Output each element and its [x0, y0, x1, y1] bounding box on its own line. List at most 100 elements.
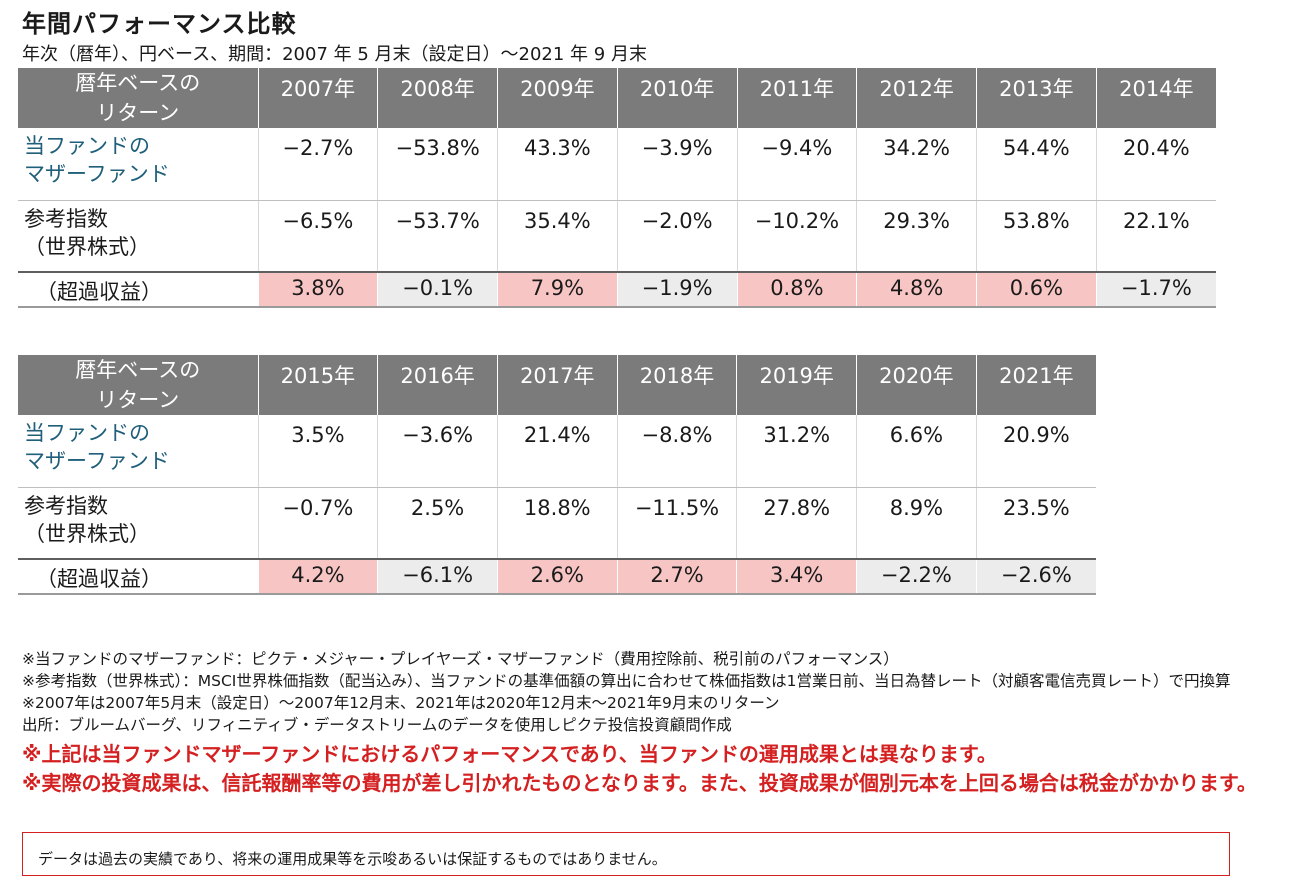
excess-return-cell: −1.9% — [616, 271, 737, 308]
fund-return-cell: 31.2% — [736, 415, 857, 488]
header-label-line: 暦年ベースの — [75, 358, 201, 382]
excess-return-cell: −2.6% — [975, 558, 1096, 595]
excess-return-cell: 0.8% — [736, 271, 857, 308]
benchmark-return-cell: −10.2% — [736, 200, 857, 273]
excess-return-cell: 2.6% — [496, 558, 618, 595]
benchmark-return-cell: 53.8% — [976, 200, 1097, 273]
year-header: 2018年 — [616, 355, 737, 415]
benchmark-return-cell: 22.1% — [1095, 200, 1216, 273]
fund-return-cell: −9.4% — [736, 128, 857, 201]
excess-return-cell: −0.1% — [377, 271, 498, 308]
excess-return-cell: 2.7% — [616, 558, 737, 595]
header-label: 暦年ベースの リターン — [18, 68, 258, 128]
fund-return-cell: −8.8% — [616, 415, 737, 488]
performance-table-body: 暦年ベースの リターン 2015年 2016年 2017年 2018年 2019年 2020年… — [18, 355, 1096, 595]
benchmark-label-line: （世界株式） — [24, 521, 150, 546]
benchmark-return-cell: 29.3% — [856, 200, 977, 273]
fund-return-cell: 20.9% — [975, 415, 1096, 488]
fund-return-cell: 21.4% — [496, 415, 618, 488]
benchmark-row: 参考指数 （世界株式） −0.7% 2.5% 18.8% −11.5% 27.8% 8.9% 2… — [18, 487, 1096, 560]
header-row: 暦年ベースの リターン 2015年 2016年 2017年 2018年 2019年 2020年… — [18, 355, 1096, 415]
warning-fees-tax: ※実際の投資成果は、信託報酬率等の費用が差し引かれたものとなります。また、投資成… — [22, 771, 1257, 795]
footnote-benchmark: ※参考指数（世界株式）：MSCI世界株価指数（配当込み）、当ファンドの基準価額の… — [22, 672, 1231, 712]
benchmark-return-cell: −0.7% — [257, 487, 378, 560]
fund-return-cell: −53.8% — [377, 128, 498, 201]
excess-return-cell: −1.7% — [1095, 271, 1216, 308]
warning-mother-fund: ※上記は当ファンドマザーファンドにおけるパフォーマンスであり、当ファンドの運用成… — [22, 742, 997, 766]
benchmark-return-cell: 8.9% — [856, 487, 977, 560]
year-header: 2010年 — [616, 68, 737, 128]
footnotes: ※当ファンドのマザーファンド：ピクテ・メジャー・プレイヤーズ・マザーファンド（費… — [22, 648, 1284, 736]
benchmark-label-line: （世界株式） — [24, 234, 150, 259]
year-header: 2011年 — [736, 68, 857, 128]
fund-return-cell: 20.4% — [1095, 128, 1216, 201]
year-header: 2014年 — [1095, 68, 1216, 128]
excess-return-cell: 4.8% — [856, 271, 977, 308]
fund-row: 当ファンドの マザーファンド 3.5% −3.6% 21.4% −8.8% 31.2% 6.6… — [18, 415, 1096, 488]
fund-return-cell: −3.9% — [616, 128, 737, 201]
fund-return-cell: 3.5% — [257, 415, 378, 488]
header-label-line: 暦年ベースの — [75, 71, 201, 95]
year-header: 2015年 — [257, 355, 378, 415]
benchmark-return-cell: 27.8% — [736, 487, 857, 560]
year-header: 2020年 — [856, 355, 977, 415]
header-label-line: リターン — [96, 388, 180, 412]
disclaimer-box: データは過去の実績であり、将来の運用成果等を示唆あるいは保証するものではありませ… — [22, 832, 1230, 876]
fund-return-cell: −3.6% — [377, 415, 498, 488]
year-header: 2016年 — [377, 355, 498, 415]
fund-return-cell: 34.2% — [856, 128, 977, 201]
page-subtitle: 年次（暦年）、円ベース、期間：2007 年 5 月末（設定日）～2021 年 9… — [22, 44, 647, 65]
benchmark-label-line: 参考指数 — [24, 493, 108, 518]
fund-label-line: マザーファンド — [24, 449, 170, 473]
excess-label: （超過収益） — [18, 271, 258, 308]
footnote-source: 出所：ブルームバーグ、リフィニティブ・データストリームのデータを使用しピクテ投信… — [22, 716, 732, 734]
header-label-line: リターン — [96, 101, 180, 125]
excess-return-cell: 7.9% — [497, 271, 618, 308]
year-header: 2008年 — [377, 68, 498, 128]
benchmark-return-cell: 18.8% — [496, 487, 618, 560]
fund-label: 当ファンドの マザーファンド — [18, 128, 258, 201]
warnings: ※上記は当ファンドマザーファンドにおけるパフォーマンスであり、当ファンドの運用成… — [22, 740, 1284, 798]
benchmark-return-cell: −11.5% — [616, 487, 737, 560]
excess-return-cell: 3.8% — [257, 271, 378, 308]
fund-return-cell: 6.6% — [856, 415, 977, 488]
benchmark-return-cell: 2.5% — [377, 487, 498, 560]
excess-return-cell: −6.1% — [377, 558, 498, 595]
excess-return-cell: 3.4% — [736, 558, 857, 595]
footnote-mother-fund: ※当ファンドのマザーファンド：ピクテ・メジャー・プレイヤーズ・マザーファンド（費… — [22, 650, 899, 668]
benchmark-row: 参考指数 （世界株式） −6.5% −53.7% 35.4% −2.0% −10.2% 29.… — [18, 200, 1216, 273]
excess-label: （超過収益） — [18, 558, 259, 595]
header-row: 暦年ベースの リターン 2007年 2008年 2009年 2010年 2011年 2012年… — [18, 68, 1216, 128]
performance-table-2: 暦年ベースの リターン 2015年 2016年 2017年 2018年 2019年 2020年… — [18, 355, 1096, 595]
benchmark-return-cell: −6.5% — [257, 200, 378, 273]
fund-label-line: マザーファンド — [24, 162, 170, 186]
excess-return-cell: −2.2% — [856, 558, 977, 595]
page-title: 年間パフォーマンス比較 — [22, 10, 297, 38]
fund-row: 当ファンドの マザーファンド −2.7% −53.8% 43.3% −3.9% −9.4% 3… — [18, 128, 1216, 201]
year-header: 2017年 — [496, 355, 618, 415]
year-header: 2019年 — [736, 355, 857, 415]
benchmark-return-cell: −53.7% — [377, 200, 498, 273]
fund-label-line: 当ファンドの — [24, 421, 150, 445]
header-label: 暦年ベースの リターン — [18, 355, 259, 415]
fund-return-cell: 54.4% — [976, 128, 1097, 201]
fund-label-line: 当ファンドの — [24, 134, 150, 158]
year-header: 2013年 — [976, 68, 1097, 128]
benchmark-return-cell: 35.4% — [497, 200, 618, 273]
fund-return-cell: −2.7% — [257, 128, 378, 201]
excess-return-cell: 0.6% — [976, 271, 1097, 308]
benchmark-return-cell: 23.5% — [975, 487, 1096, 560]
benchmark-label-line: 参考指数 — [24, 206, 108, 231]
year-header: 2012年 — [856, 68, 977, 128]
benchmark-label: 参考指数 （世界株式） — [18, 487, 259, 560]
excess-row: （超過収益） 3.8% −0.1% 7.9% −1.9% 0.8% 4.8% 0.6% −1.7… — [18, 271, 1216, 308]
year-header: 2007年 — [257, 68, 378, 128]
year-header: 2009年 — [497, 68, 618, 128]
excess-return-cell: 4.2% — [257, 558, 378, 595]
performance-table-1: 暦年ベースの リターン 2007年 2008年 2009年 2010年 2011年 2012年… — [18, 68, 1216, 308]
performance-table-body: 暦年ベースの リターン 2007年 2008年 2009年 2010年 2011年 2012年… — [18, 68, 1216, 308]
excess-row: （超過収益） 4.2% −6.1% 2.6% 2.7% 3.4% −2.2% −2.6% — [18, 558, 1096, 595]
fund-label: 当ファンドの マザーファンド — [18, 415, 259, 488]
fund-return-cell: 43.3% — [497, 128, 618, 201]
benchmark-return-cell: −2.0% — [616, 200, 737, 273]
